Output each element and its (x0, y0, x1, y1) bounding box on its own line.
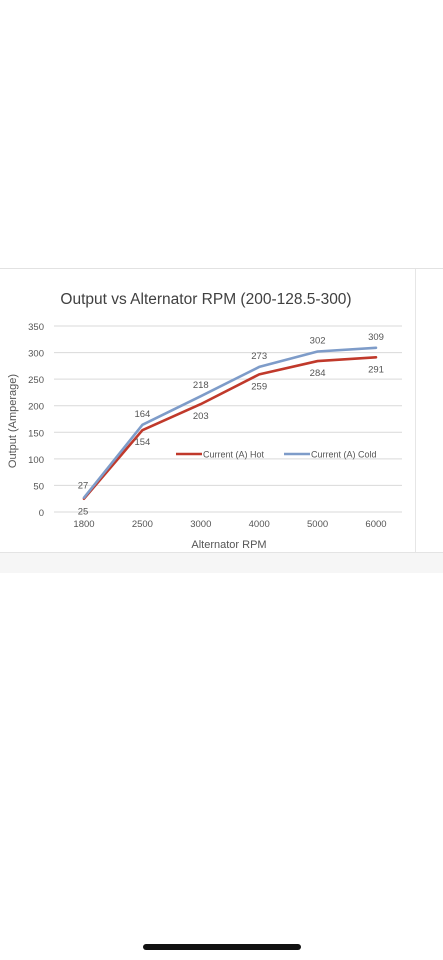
data-label: 154 (134, 437, 150, 448)
data-label: 203 (193, 411, 209, 422)
line-chart: Output vs Alternator RPM (200-128.5-300)… (7, 291, 402, 551)
chart-card: Output vs Alternator RPM (200-128.5-300)… (0, 268, 443, 553)
gridlines (54, 325, 402, 513)
home-indicator[interactable] (143, 944, 301, 950)
series-line-hot (82, 356, 378, 501)
data-labels: 25 154 203 259 284 291 27 164 218 273 302 309 (78, 332, 384, 518)
data-label: 164 (134, 409, 150, 420)
card-edge (415, 269, 416, 553)
data-label: 27 (78, 481, 89, 492)
data-label: 25 (78, 507, 89, 518)
x-tick-label: 1800 (73, 519, 94, 530)
y-tick-label: 250 (28, 375, 44, 386)
y-tick-label: 150 (28, 428, 44, 439)
x-tick-labels: 1800 2500 3000 4000 5000 6000 (73, 519, 386, 530)
x-tick-label: 6000 (365, 519, 386, 530)
legend-label: Current (A) Hot (203, 450, 265, 460)
data-label: 284 (310, 368, 326, 379)
data-label: 273 (251, 351, 267, 362)
y-axis-label: Output (Amperage) (7, 374, 19, 468)
y-tick-label: 50 (33, 481, 44, 492)
data-label: 309 (368, 332, 384, 343)
x-tick-label: 2500 (132, 519, 153, 530)
below-chart-band (0, 552, 443, 573)
data-label: 302 (310, 336, 326, 347)
y-tick-label: 100 (28, 455, 44, 466)
legend-label: Current (A) Cold (311, 450, 377, 460)
x-tick-label: 3000 (190, 519, 211, 530)
y-tick-label: 0 (39, 508, 44, 519)
data-label: 259 (251, 381, 267, 392)
x-tick-label: 4000 (249, 519, 270, 530)
y-tick-label: 300 (28, 349, 44, 360)
legend: Current (A) Hot Current (A) Cold (176, 450, 377, 460)
x-axis-label: Alternator RPM (191, 539, 266, 551)
series-lines (82, 346, 378, 501)
data-label: 291 (368, 364, 384, 375)
y-tick-labels: 0 50 100 150 200 250 300 350 (28, 322, 44, 519)
chart-title: Output vs Alternator RPM (200-128.5-300) (60, 291, 351, 308)
series-line-cold (82, 346, 378, 499)
x-tick-label: 5000 (307, 519, 328, 530)
data-label: 218 (193, 380, 209, 391)
y-tick-label: 200 (28, 402, 44, 413)
y-tick-label: 350 (28, 322, 44, 333)
